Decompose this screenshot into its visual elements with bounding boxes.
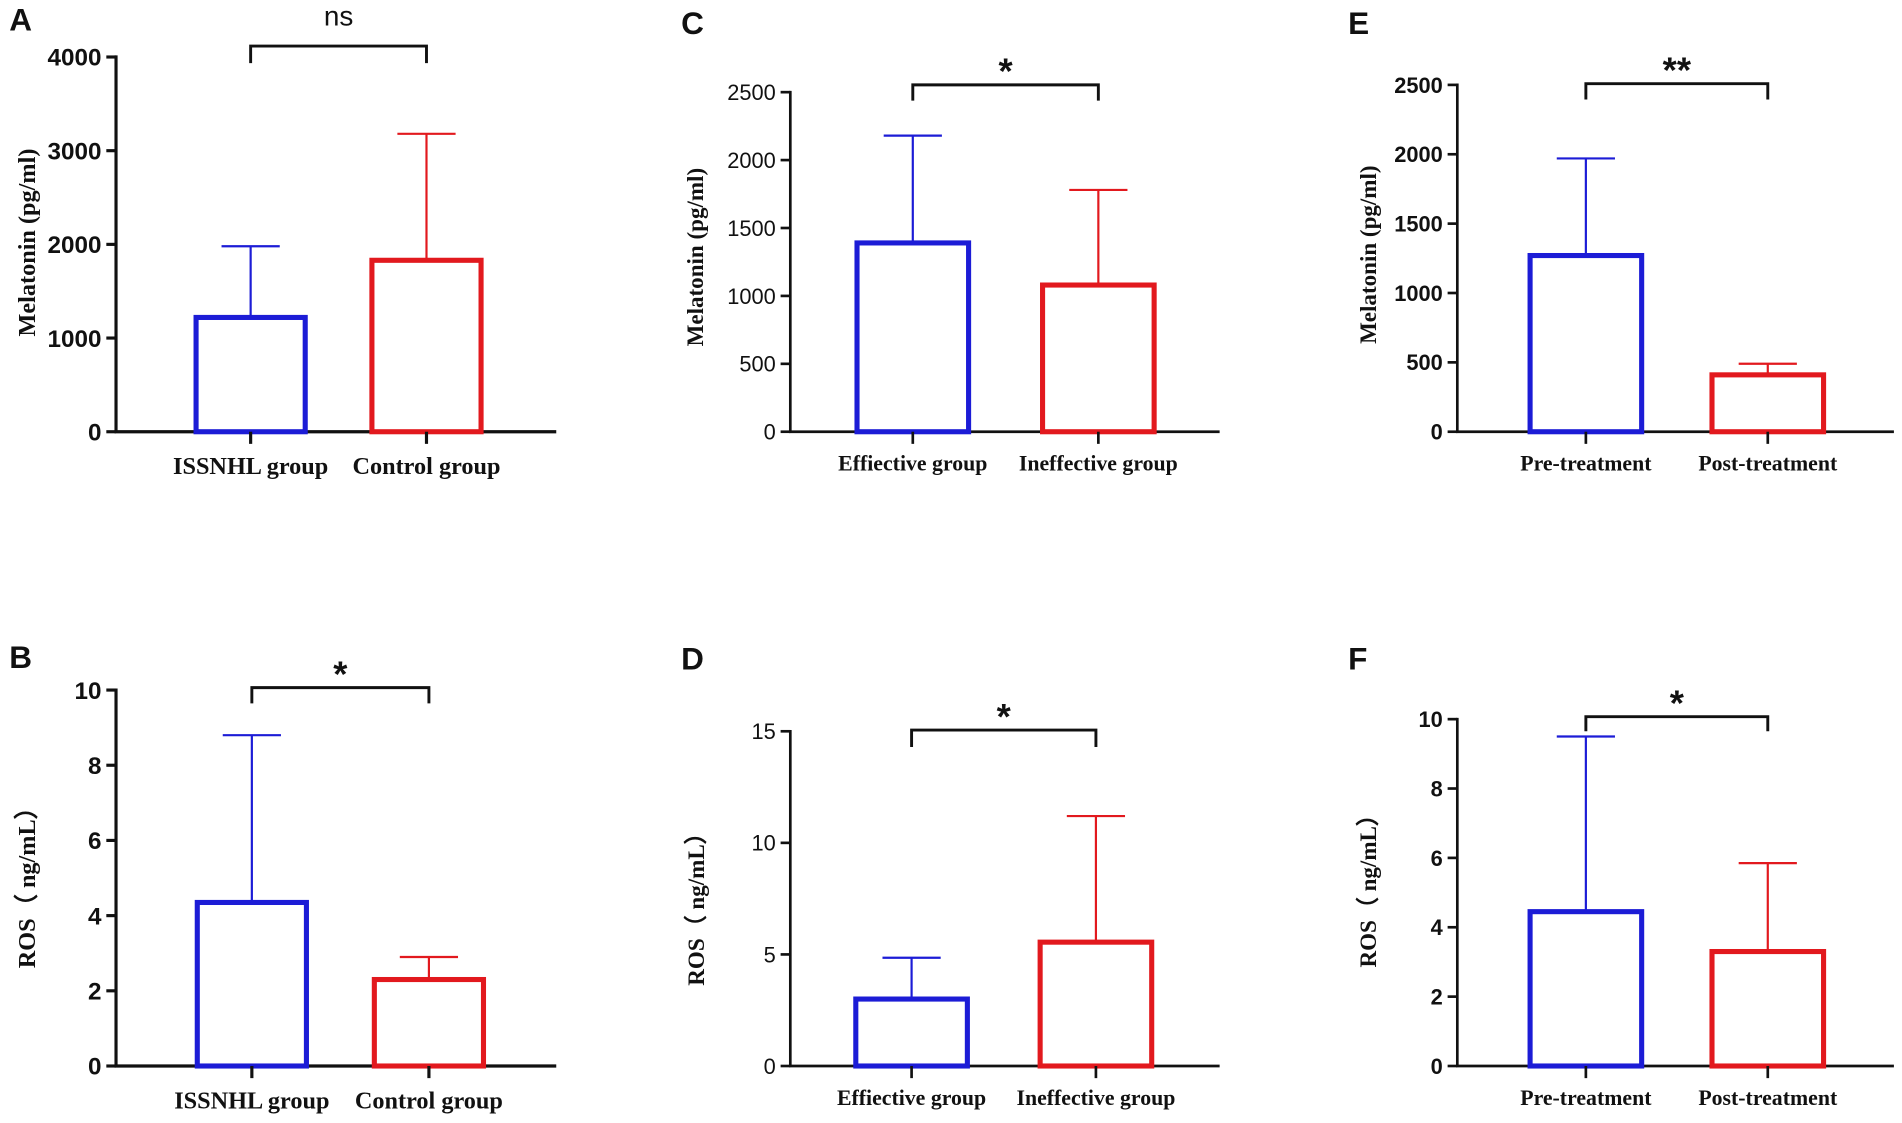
y-tick-label: 500 [1406, 350, 1442, 375]
panel-label: E [1348, 5, 1369, 41]
y-tick-label: 0 [88, 419, 102, 446]
bar [1040, 282, 1157, 435]
y-tick-label: 2500 [727, 80, 776, 105]
y-tick-label: 0 [764, 420, 776, 445]
significance-label: * [333, 653, 348, 694]
y-tick-label: 6 [88, 828, 102, 855]
bar [854, 240, 972, 435]
panel-label: C [681, 5, 704, 41]
bar [1709, 372, 1827, 435]
y-axis-title: ROS（ ng/mL） [1355, 803, 1381, 967]
y-tick-label: 500 [739, 352, 775, 377]
y-tick-label: 1000 [1394, 281, 1443, 306]
y-tick-label: 1500 [1394, 211, 1443, 236]
y-axis-title: Melatonin (pg/ml) [14, 149, 41, 337]
y-tick-label: 2 [1431, 984, 1443, 1009]
significance-bracket [250, 686, 431, 704]
x-tick-label: Control group [355, 1087, 503, 1114]
bar [1527, 252, 1645, 435]
y-tick-label: 10 [74, 678, 101, 705]
significance-bracket [249, 44, 428, 64]
bar [1709, 948, 1827, 1069]
y-tick-label: 0 [764, 1054, 776, 1079]
significance-label: ns [324, 0, 353, 31]
y-tick-label: 6 [1431, 846, 1443, 871]
x-tick-label: Post-treatment [1698, 452, 1838, 476]
y-tick-label: 3000 [48, 138, 102, 165]
bar [193, 314, 308, 435]
y-tick-label: 10 [1419, 707, 1443, 732]
panel-b: B 0 2 4 6 8 10 ISSNHL group Control group * ROS（ n… [9, 639, 557, 1114]
bar [369, 257, 484, 435]
y-tick-label: 0 [1431, 1054, 1443, 1079]
panel-a: A 0 1000 2000 3000 4000 ISSNHL group Control gr… [9, 0, 557, 480]
x-tick-label: Effiective group [838, 452, 987, 476]
panel-e: E 0 500 1000 1500 2000 2500 Pre-treatment Post-t… [1348, 5, 1894, 476]
x-tick-label: Post-treatment [1698, 1086, 1838, 1110]
panel-c: C 0 500 1000 1500 2000 2500 Effiective group Ine… [681, 5, 1220, 476]
y-tick-label: 0 [88, 1054, 102, 1081]
y-tick-label: 2 [88, 979, 102, 1006]
y-tick-label: 1500 [727, 216, 776, 241]
x-tick-label: Ineffective group [1019, 452, 1178, 476]
panel-label: A [9, 1, 32, 37]
x-tick-label: Pre-treatment [1520, 1086, 1652, 1110]
y-axis-title: ROS（ ng/mL） [14, 795, 41, 968]
y-tick-label: 2000 [1394, 142, 1443, 167]
y-tick-label: 10 [751, 831, 775, 856]
y-tick-label: 8 [88, 753, 102, 780]
y-tick-label: 2000 [727, 148, 776, 173]
y-tick-label: 1000 [48, 326, 102, 353]
y-tick-label: 4 [88, 903, 102, 930]
y-tick-label: 4 [1431, 915, 1444, 940]
panel-d: D 0 5 10 15 Effiective group Ineffective group… [681, 640, 1220, 1110]
y-tick-label: 2500 [1394, 73, 1443, 98]
bar [1527, 909, 1645, 1069]
y-tick-label: 2000 [48, 232, 102, 259]
significance-label: * [998, 51, 1013, 92]
x-tick-label: Pre-treatment [1520, 452, 1652, 476]
bar [1037, 939, 1155, 1069]
significance-bracket [1584, 715, 1770, 732]
y-axis-title: Melatonin (pg/ml) [682, 168, 708, 346]
x-tick-label: ISSNHL group [173, 453, 328, 480]
significance-bracket [911, 83, 1100, 101]
panel-label: D [681, 640, 704, 676]
y-tick-label: 5 [764, 942, 776, 967]
panel-f: F 0 2 4 6 8 10 Pre-treatment Post-treatment * ROS（… [1348, 640, 1894, 1110]
bar [194, 899, 309, 1069]
y-tick-label: 0 [1431, 420, 1443, 445]
panel-label: F [1348, 640, 1367, 676]
y-tick-label: 1000 [727, 284, 776, 309]
significance-bracket [1584, 82, 1770, 100]
x-tick-label: Effiective group [837, 1086, 986, 1110]
x-tick-label: ISSNHL group [174, 1087, 329, 1114]
significance-label: * [1670, 683, 1685, 724]
x-tick-label: Control group [352, 453, 500, 480]
y-tick-label: 8 [1431, 776, 1443, 801]
x-tick-label: Ineffective group [1016, 1086, 1175, 1110]
bar [853, 996, 970, 1069]
bar [371, 976, 487, 1069]
y-axis-title: ROS（ ng/mL） [683, 821, 709, 985]
y-tick-label: 4000 [48, 45, 102, 72]
significance-label: ** [1663, 49, 1692, 90]
significance-bracket [910, 728, 1098, 748]
y-axis-title: Melatonin (pg/ml) [1355, 165, 1381, 343]
y-tick-label: 15 [751, 719, 775, 744]
significance-label: * [997, 696, 1012, 737]
panel-label: B [9, 639, 32, 675]
